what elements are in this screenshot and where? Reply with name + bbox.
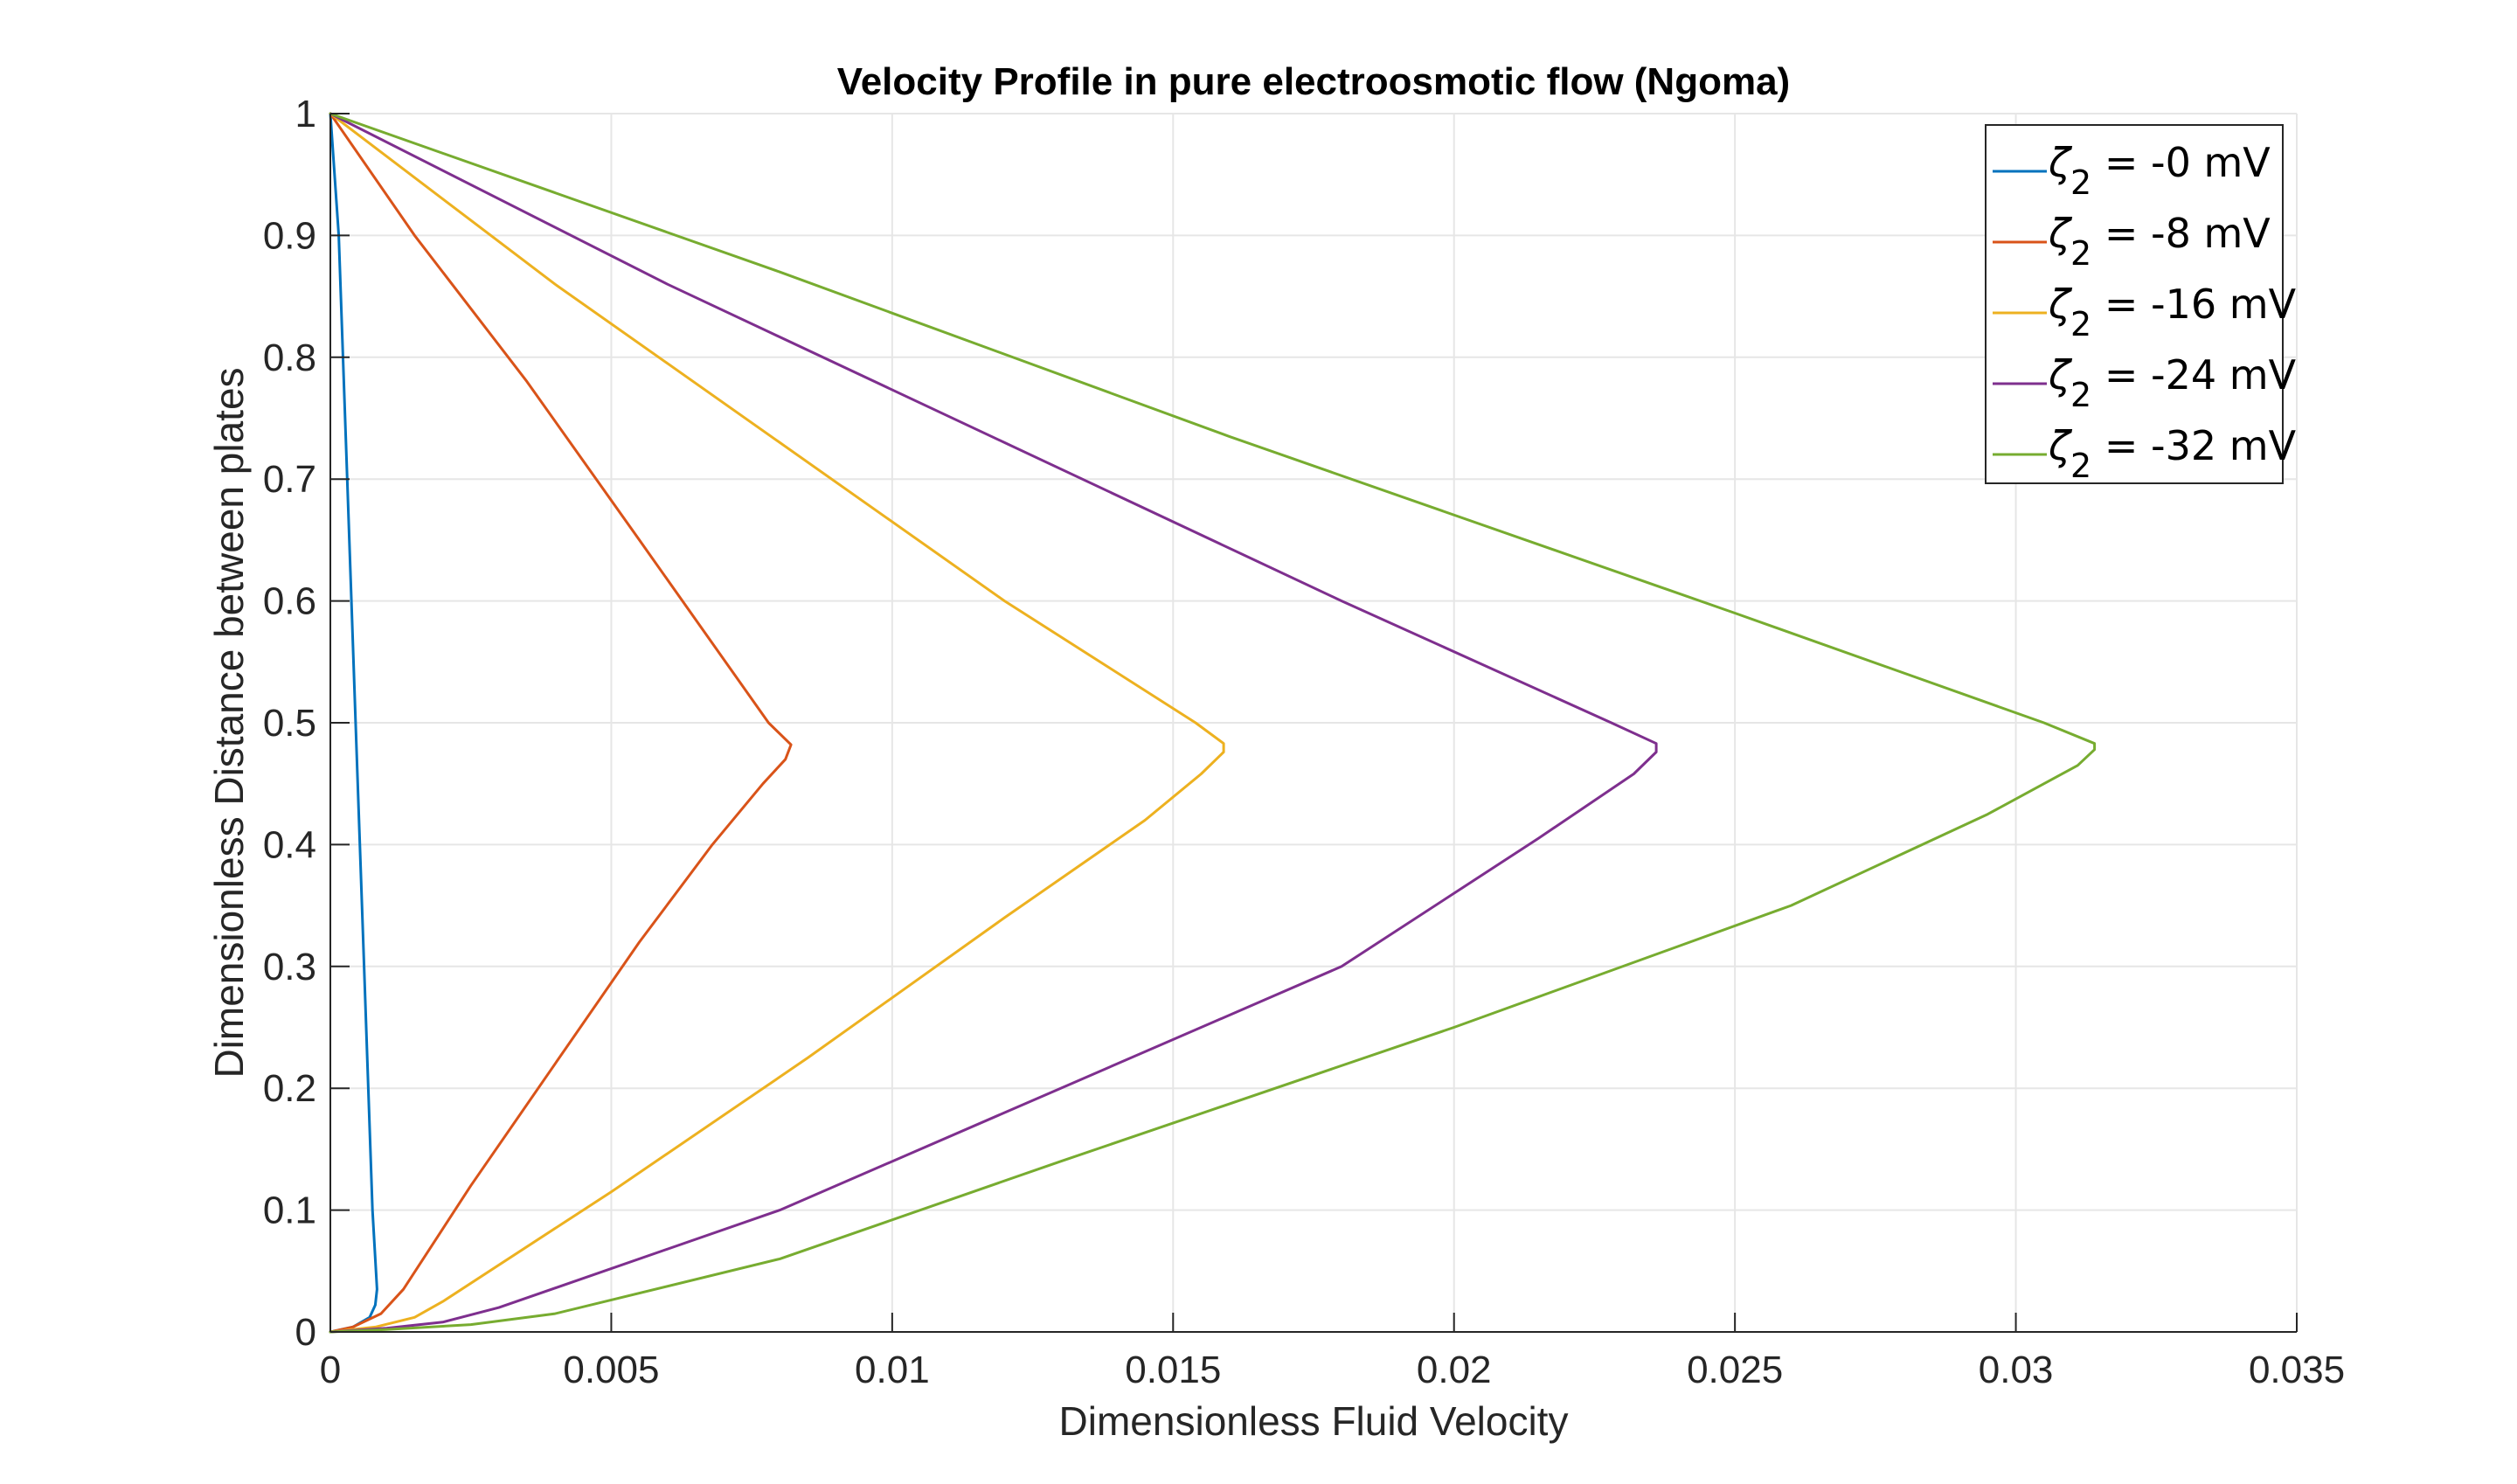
y-tick-label: 1 [295,93,316,135]
axes [329,113,2298,1333]
x-tick-label: 0.01 [855,1349,930,1391]
x-tick-label: 0.015 [1125,1349,1221,1391]
y-tick-label: 0.9 [263,214,316,257]
tick-labels: 0 0.005 0.01 0.015 0.02 0.025 0.03 0.035 0 0.1 0.2… [263,93,2345,1391]
y-axis-label: Dimensionless Distance between plates [206,367,252,1078]
grid [329,113,2298,1333]
x-axis-label: Dimensionless Fluid Velocity [1059,1398,1569,1444]
x-tick-label: 0.02 [1417,1349,1492,1391]
chart-title: Velocity Profile in pure electroosmotic … [837,60,1790,103]
y-tick-label: 0 [295,1311,316,1354]
x-tick-label: 0.035 [2249,1349,2345,1391]
series-line-2 [329,112,793,1334]
y-tick-label: 0.2 [263,1067,316,1110]
legend-label-3: ζ2 = -16 mV [2048,281,2297,343]
series-line-3 [329,112,1225,1334]
y-tick-label: 0.7 [263,458,316,501]
legend-label-1: ζ2 = -0 mV [2048,139,2271,202]
x-tick-label: 0.005 [563,1349,659,1391]
y-tick-label: 0.6 [263,580,316,623]
y-tick-label: 0.5 [263,702,316,745]
legend-label-2: ζ2 = -8 mV [2048,210,2271,273]
series-lines [329,112,2097,1334]
legend: ζ2 = -0 mV ζ2 = -8 mV ζ2 = -16 mV ζ2 = -24 … [1985,124,2297,485]
x-tick-label: 0.025 [1687,1349,1783,1391]
y-tick-label: 0.1 [263,1189,316,1232]
legend-box [1985,124,2284,484]
series-line-4 [329,112,1658,1334]
legend-label-5: ζ2 = -32 mV [2048,422,2297,485]
y-tick-label: 0.3 [263,946,316,988]
legend-label-4: ζ2 = -24 mV [2048,351,2297,414]
y-tick-label: 0.4 [263,823,316,866]
series-line-5 [329,112,2097,1334]
y-tick-label: 0.8 [263,336,316,379]
x-tick-label: 0 [320,1349,341,1391]
x-tick-label: 0.03 [1979,1349,2054,1391]
